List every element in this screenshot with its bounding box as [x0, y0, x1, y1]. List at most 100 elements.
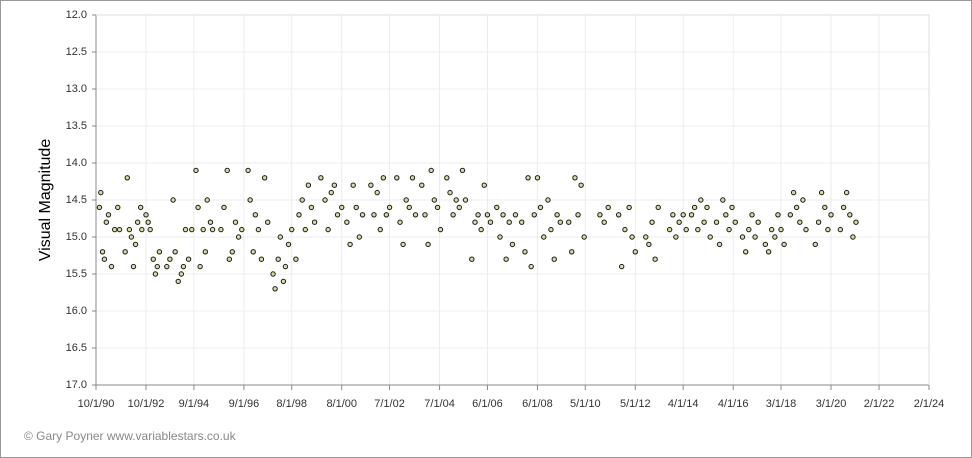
data-point — [197, 263, 203, 270]
data-point — [296, 212, 302, 218]
data-point — [302, 226, 308, 233]
x-tick-label: 8/1/98 — [276, 398, 307, 410]
data-point — [101, 256, 108, 262]
data-point — [431, 197, 438, 203]
data-point — [629, 234, 635, 240]
data-point — [293, 256, 299, 262]
data-point — [380, 175, 387, 181]
data-point — [713, 219, 720, 225]
data-point — [622, 226, 628, 233]
y-tick-label: 15.5 — [66, 268, 87, 280]
x-tick-label: 7/1/04 — [424, 398, 455, 410]
data-point — [781, 241, 787, 248]
data-point — [412, 212, 419, 218]
data-point — [368, 182, 374, 188]
data-point — [554, 212, 560, 218]
data-point — [487, 219, 494, 225]
data-point — [825, 226, 831, 233]
data-point — [497, 234, 503, 240]
data-point — [512, 212, 519, 218]
data-point — [534, 175, 541, 181]
credit: © Gary Poyner www.variablestars.co.uk — [24, 429, 237, 443]
data-point — [437, 226, 444, 233]
data-point — [803, 226, 809, 233]
data-point — [377, 226, 383, 233]
data-point — [331, 182, 338, 188]
data-point — [746, 226, 752, 233]
data-point — [575, 212, 581, 218]
data-point — [143, 212, 149, 218]
data-point — [652, 256, 658, 262]
data-point — [618, 263, 625, 270]
data-point — [707, 234, 713, 240]
y-tick-label: 17.0 — [66, 379, 87, 391]
x-tick-label: 4/1/14 — [668, 398, 699, 410]
data-point — [252, 212, 259, 218]
data-point — [289, 226, 295, 233]
data-point — [626, 204, 632, 211]
data-point — [137, 204, 144, 211]
data-point — [325, 226, 331, 233]
data-point — [328, 189, 334, 196]
data-point — [800, 197, 806, 203]
data-point — [226, 256, 233, 262]
data-point — [840, 204, 847, 211]
x-tick-label: 6/1/06 — [472, 398, 503, 410]
data-point — [701, 219, 707, 225]
y-axis-label: Visual Magnitude — [37, 139, 54, 262]
data-point — [695, 226, 701, 233]
data-point — [815, 219, 822, 225]
data-point — [132, 241, 139, 248]
data-point — [374, 189, 380, 196]
data-point — [772, 234, 778, 240]
data-point — [339, 204, 345, 211]
data-point — [456, 204, 462, 211]
data-point — [221, 204, 227, 211]
data-point — [280, 278, 287, 285]
data-point — [167, 256, 173, 262]
data-point — [353, 204, 359, 211]
data-point — [308, 204, 315, 211]
data-point — [115, 204, 121, 211]
data-point — [812, 241, 818, 248]
data-point — [775, 212, 781, 218]
data-point — [116, 226, 123, 233]
data-point — [726, 226, 732, 233]
data-point — [224, 167, 230, 174]
data-point — [232, 219, 239, 225]
data-point — [371, 212, 377, 218]
data-point — [347, 241, 353, 248]
data-point — [409, 175, 416, 181]
data-point — [519, 219, 525, 225]
data-point — [359, 212, 366, 218]
data-point — [195, 204, 201, 211]
data-point — [680, 212, 686, 218]
data-point — [525, 175, 531, 181]
data-point — [578, 182, 584, 188]
y-tick-label: 13.0 — [66, 83, 87, 95]
y-tick-label: 14.0 — [66, 157, 87, 169]
data-point — [193, 167, 199, 174]
data-point — [459, 167, 466, 174]
data-point — [723, 212, 729, 218]
data-point — [170, 197, 176, 203]
y-tick-label: 14.5 — [66, 194, 87, 206]
x-tick-label: 7/1/02 — [374, 398, 405, 410]
data-point — [239, 226, 245, 233]
data-point — [670, 212, 676, 218]
data-point — [334, 212, 341, 218]
data-point — [147, 226, 153, 233]
data-point — [189, 226, 195, 233]
data-point — [400, 241, 406, 248]
data-point — [683, 226, 689, 233]
data-point — [850, 234, 856, 240]
data-point — [531, 212, 537, 218]
data-point — [150, 256, 156, 262]
y-tick-label: 13.5 — [66, 120, 87, 132]
data-point — [462, 197, 469, 203]
data-point — [765, 249, 772, 255]
x-tick-label: 3/1/20 — [816, 398, 847, 410]
data-point — [134, 219, 141, 225]
data-point — [787, 212, 794, 218]
